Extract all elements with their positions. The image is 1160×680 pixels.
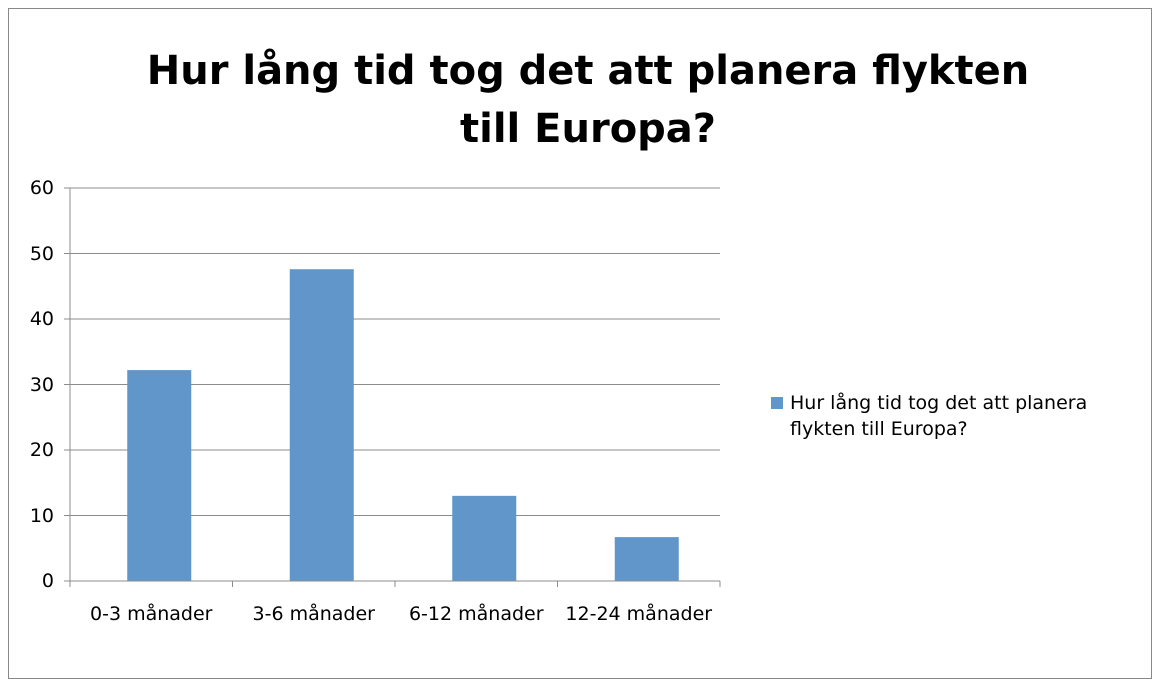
- bar: [614, 537, 679, 581]
- bar: [452, 495, 517, 581]
- y-tick-label: 60: [29, 177, 54, 199]
- bar: [289, 269, 354, 581]
- legend-label: Hur lång tid tog det att planera flykten…: [790, 392, 1088, 440]
- y-tick-label: 0: [41, 570, 54, 592]
- x-tick-label: 6-12 månader: [408, 603, 544, 625]
- bar: [127, 370, 192, 581]
- x-tick-label: 12-24 månader: [565, 603, 713, 625]
- chart-border: [8, 8, 1152, 679]
- y-tick-label: 10: [29, 504, 54, 527]
- x-tick-label: 3-6 månader: [252, 603, 375, 625]
- y-tick-label: 50: [29, 242, 54, 265]
- y-tick-label: 20: [29, 439, 54, 461]
- y-tick-label: 40: [29, 308, 54, 330]
- legend-swatch: [771, 397, 783, 409]
- x-tick-label: 0-3 månader: [90, 603, 213, 625]
- y-tick-label: 30: [29, 373, 54, 396]
- chart-title: Hur lång tid tog det att planera flykten…: [146, 48, 1030, 152]
